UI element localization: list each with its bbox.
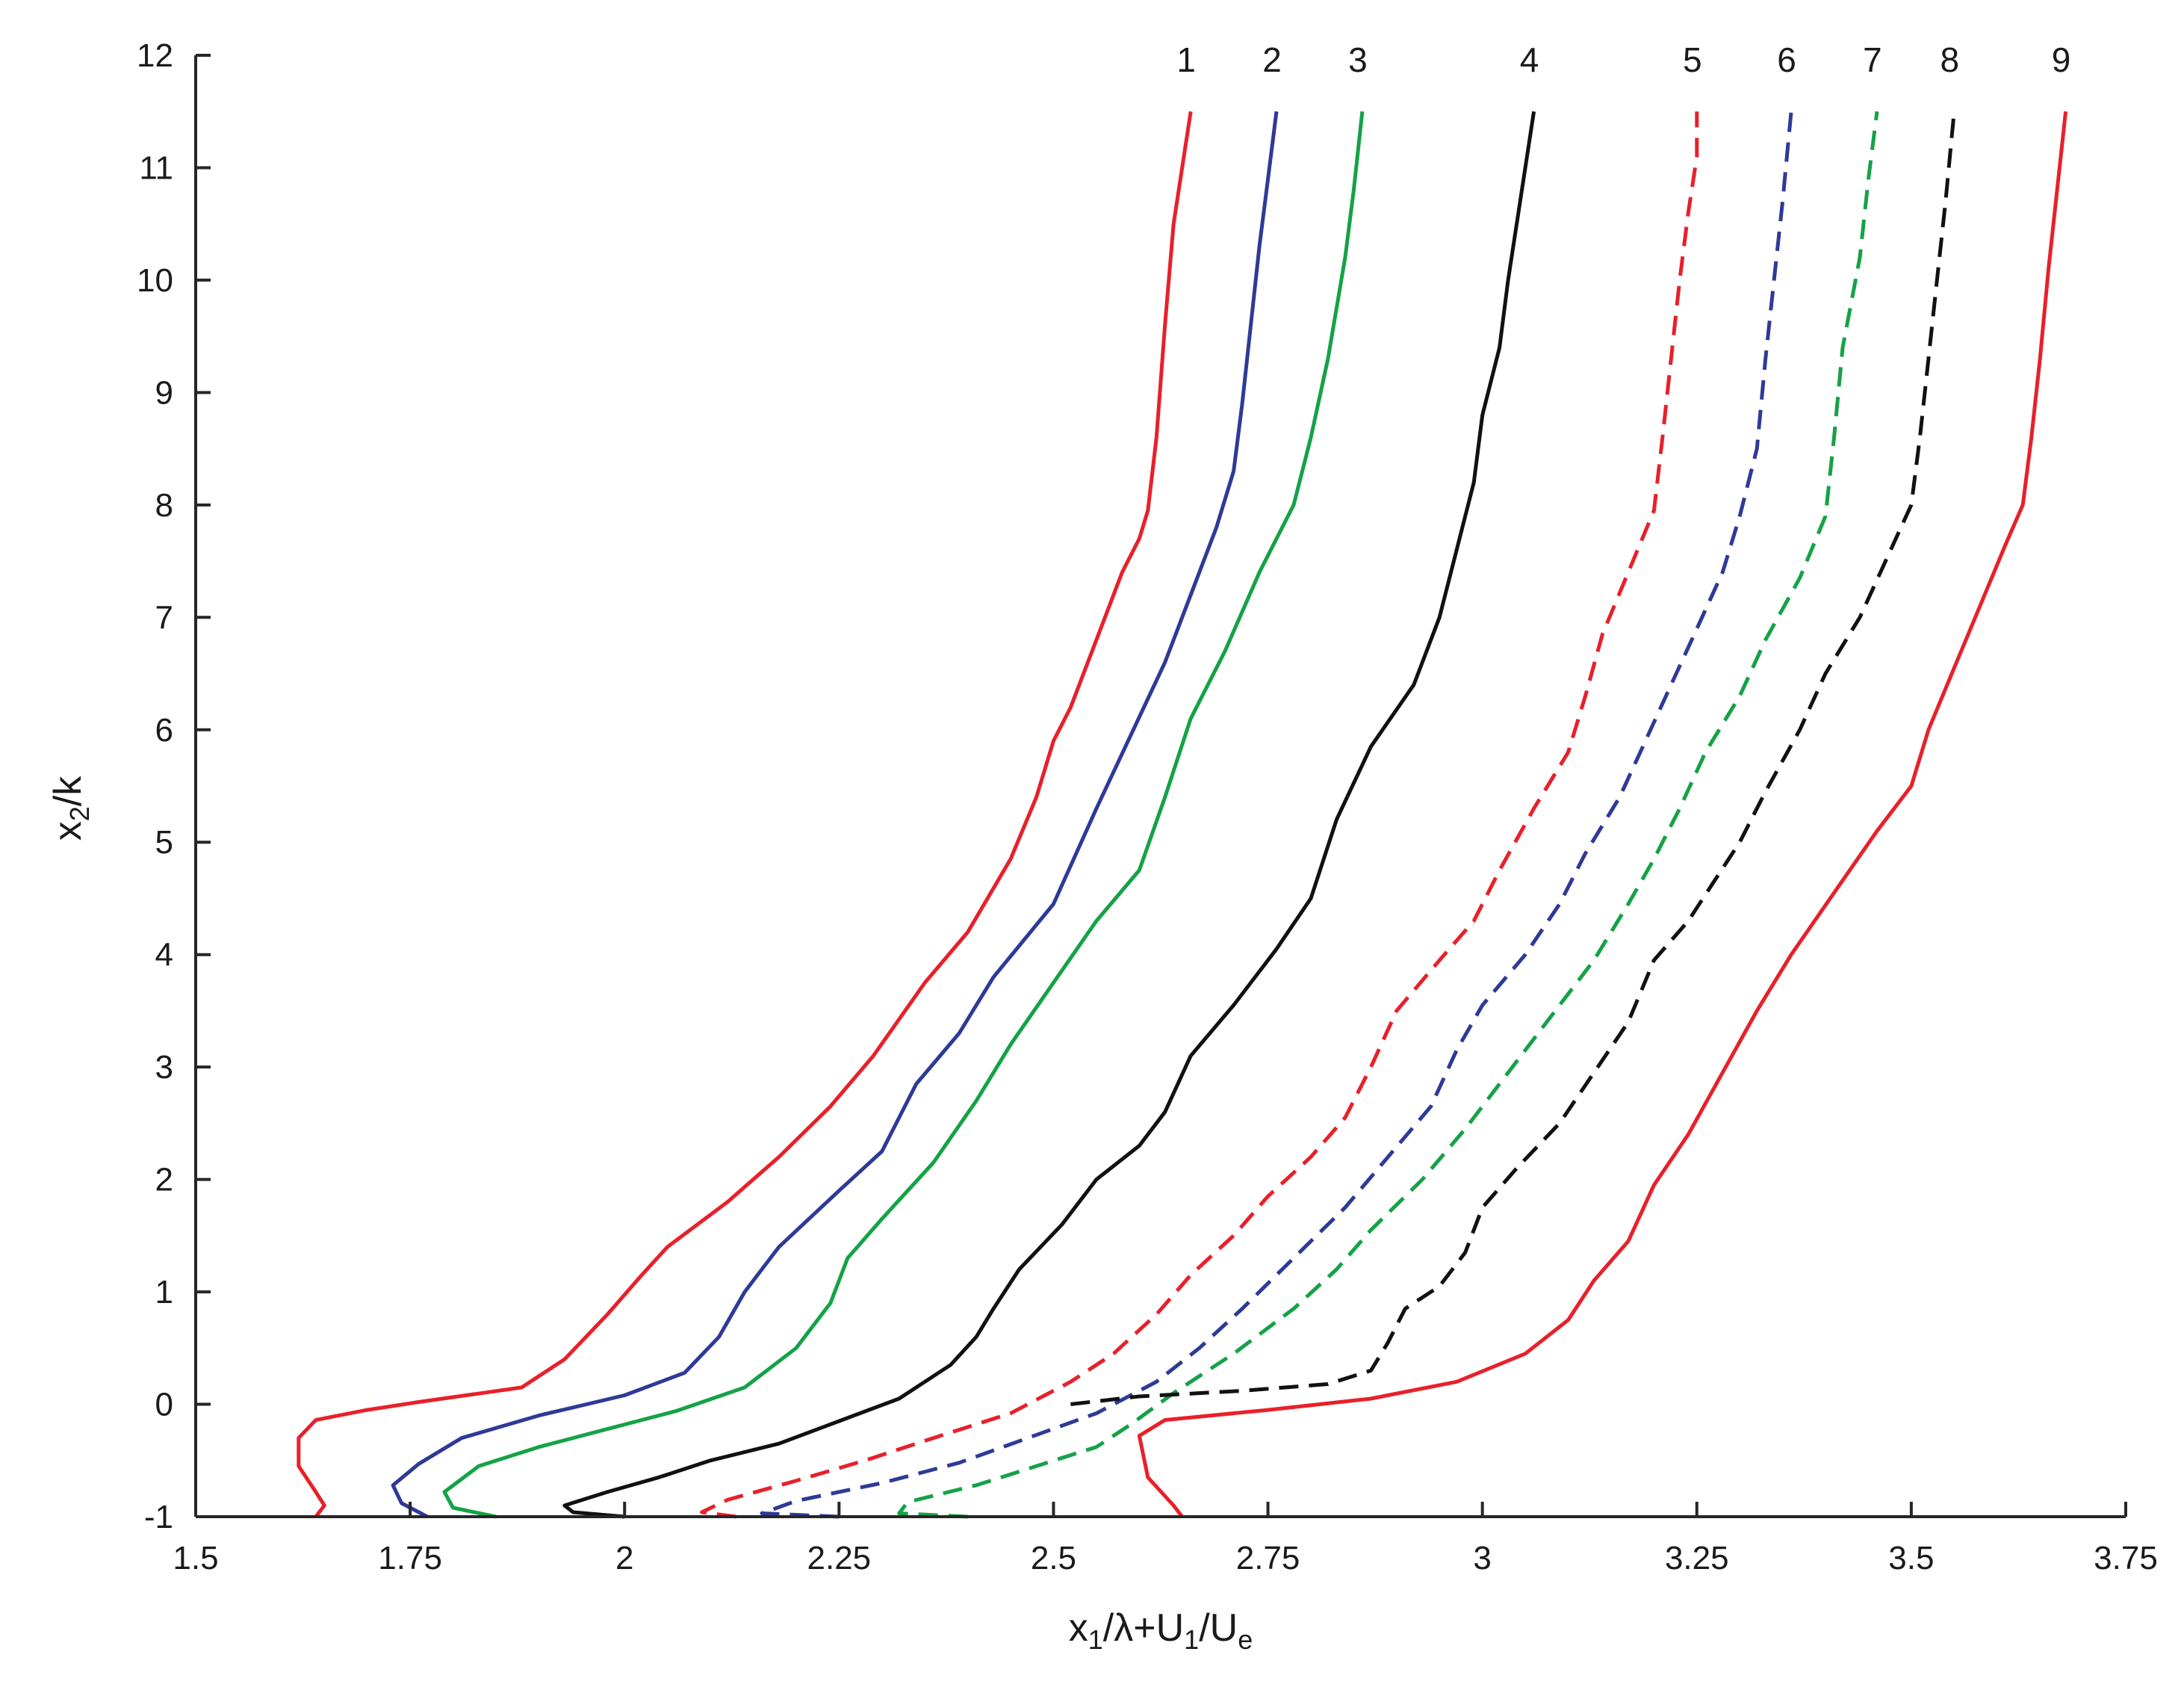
y-tick-label: 7 <box>155 599 173 636</box>
y-tick-label: 6 <box>155 712 173 749</box>
series-line-7-dashed <box>897 111 1879 1519</box>
axis-label-subscript: e <box>1238 1624 1253 1655</box>
x-axis: 1.5 1.75 2 2.25 2.5 2.75 3 3.25 3.5 3.75 <box>173 1502 2158 1576</box>
y-tick-label: 4 <box>155 937 173 974</box>
x-tick-label: 1.5 <box>173 1540 218 1576</box>
series-line-9 <box>1137 111 2068 1518</box>
axis-label-part: /U <box>1199 1606 1238 1650</box>
y-tick-label: 1 <box>155 1274 173 1310</box>
y-tick-label: -1 <box>144 1499 173 1535</box>
plot-area <box>297 111 2068 1519</box>
y-tick-label: 10 <box>137 262 173 299</box>
axis-label-subscript: 1 <box>1184 1624 1199 1655</box>
x-tick-label: 3.25 <box>1665 1540 1729 1576</box>
series-line-4 <box>562 111 1536 1519</box>
y-tick-label: 2 <box>155 1162 173 1198</box>
y-tick-label: 11 <box>139 149 173 186</box>
x-tick-label: 1.75 <box>378 1540 442 1576</box>
x-axis-label: x1/λ+U1/Ue <box>1069 1606 1253 1655</box>
x-tick-label: 3.5 <box>1888 1540 1934 1576</box>
curve-label-8: 8 <box>1941 40 1960 79</box>
axis-label-part: x <box>1069 1606 1088 1650</box>
curve-label-6: 6 <box>1777 40 1796 79</box>
curve-labels: 1 2 3 4 5 6 7 8 9 <box>1176 40 2070 79</box>
series-line-5-dashed <box>700 111 1699 1519</box>
y-tick-label: 8 <box>155 487 173 524</box>
x-tick-label: 2 <box>615 1540 633 1576</box>
y-tick-label: 5 <box>155 824 173 861</box>
curve-label-3: 3 <box>1348 40 1368 79</box>
x-tick-label: 2.25 <box>807 1540 872 1576</box>
curve-label-9: 9 <box>2052 40 2071 79</box>
y-tick-label: 12 <box>137 37 173 74</box>
curve-label-5: 5 <box>1683 40 1702 79</box>
curve-label-1: 1 <box>1176 40 1196 79</box>
axis-label-part: /k <box>46 776 90 806</box>
axis-label-subscript: 2 <box>64 806 95 821</box>
curve-label-7: 7 <box>1863 40 1882 79</box>
series-line-2 <box>391 111 1279 1519</box>
x-tick-label: 3.75 <box>2094 1540 2158 1576</box>
x-tick-label: 2.75 <box>1236 1540 1300 1576</box>
series-line-3 <box>442 111 1365 1519</box>
y-axis-label: x2/k <box>46 776 95 841</box>
y-tick-label: 3 <box>155 1049 173 1086</box>
curve-label-2: 2 <box>1262 40 1282 79</box>
series-line-8-dashed <box>1070 111 1956 1406</box>
curve-label-4: 4 <box>1520 40 1539 79</box>
y-tick-label: 0 <box>155 1387 173 1423</box>
x-tick-label: 3 <box>1473 1540 1491 1576</box>
axis-label-part: x <box>46 821 90 841</box>
axis-label-subscript: 1 <box>1088 1624 1103 1655</box>
series-line-6-dashed <box>760 111 1793 1519</box>
axis-label-part: /λ+U <box>1103 1606 1184 1650</box>
x-tick-label: 2.5 <box>1031 1540 1076 1576</box>
y-tick-label: 9 <box>155 374 173 411</box>
series-line-1 <box>297 111 1193 1518</box>
